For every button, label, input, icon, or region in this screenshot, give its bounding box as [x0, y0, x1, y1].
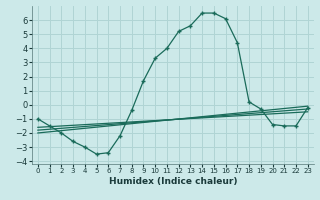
X-axis label: Humidex (Indice chaleur): Humidex (Indice chaleur): [108, 177, 237, 186]
